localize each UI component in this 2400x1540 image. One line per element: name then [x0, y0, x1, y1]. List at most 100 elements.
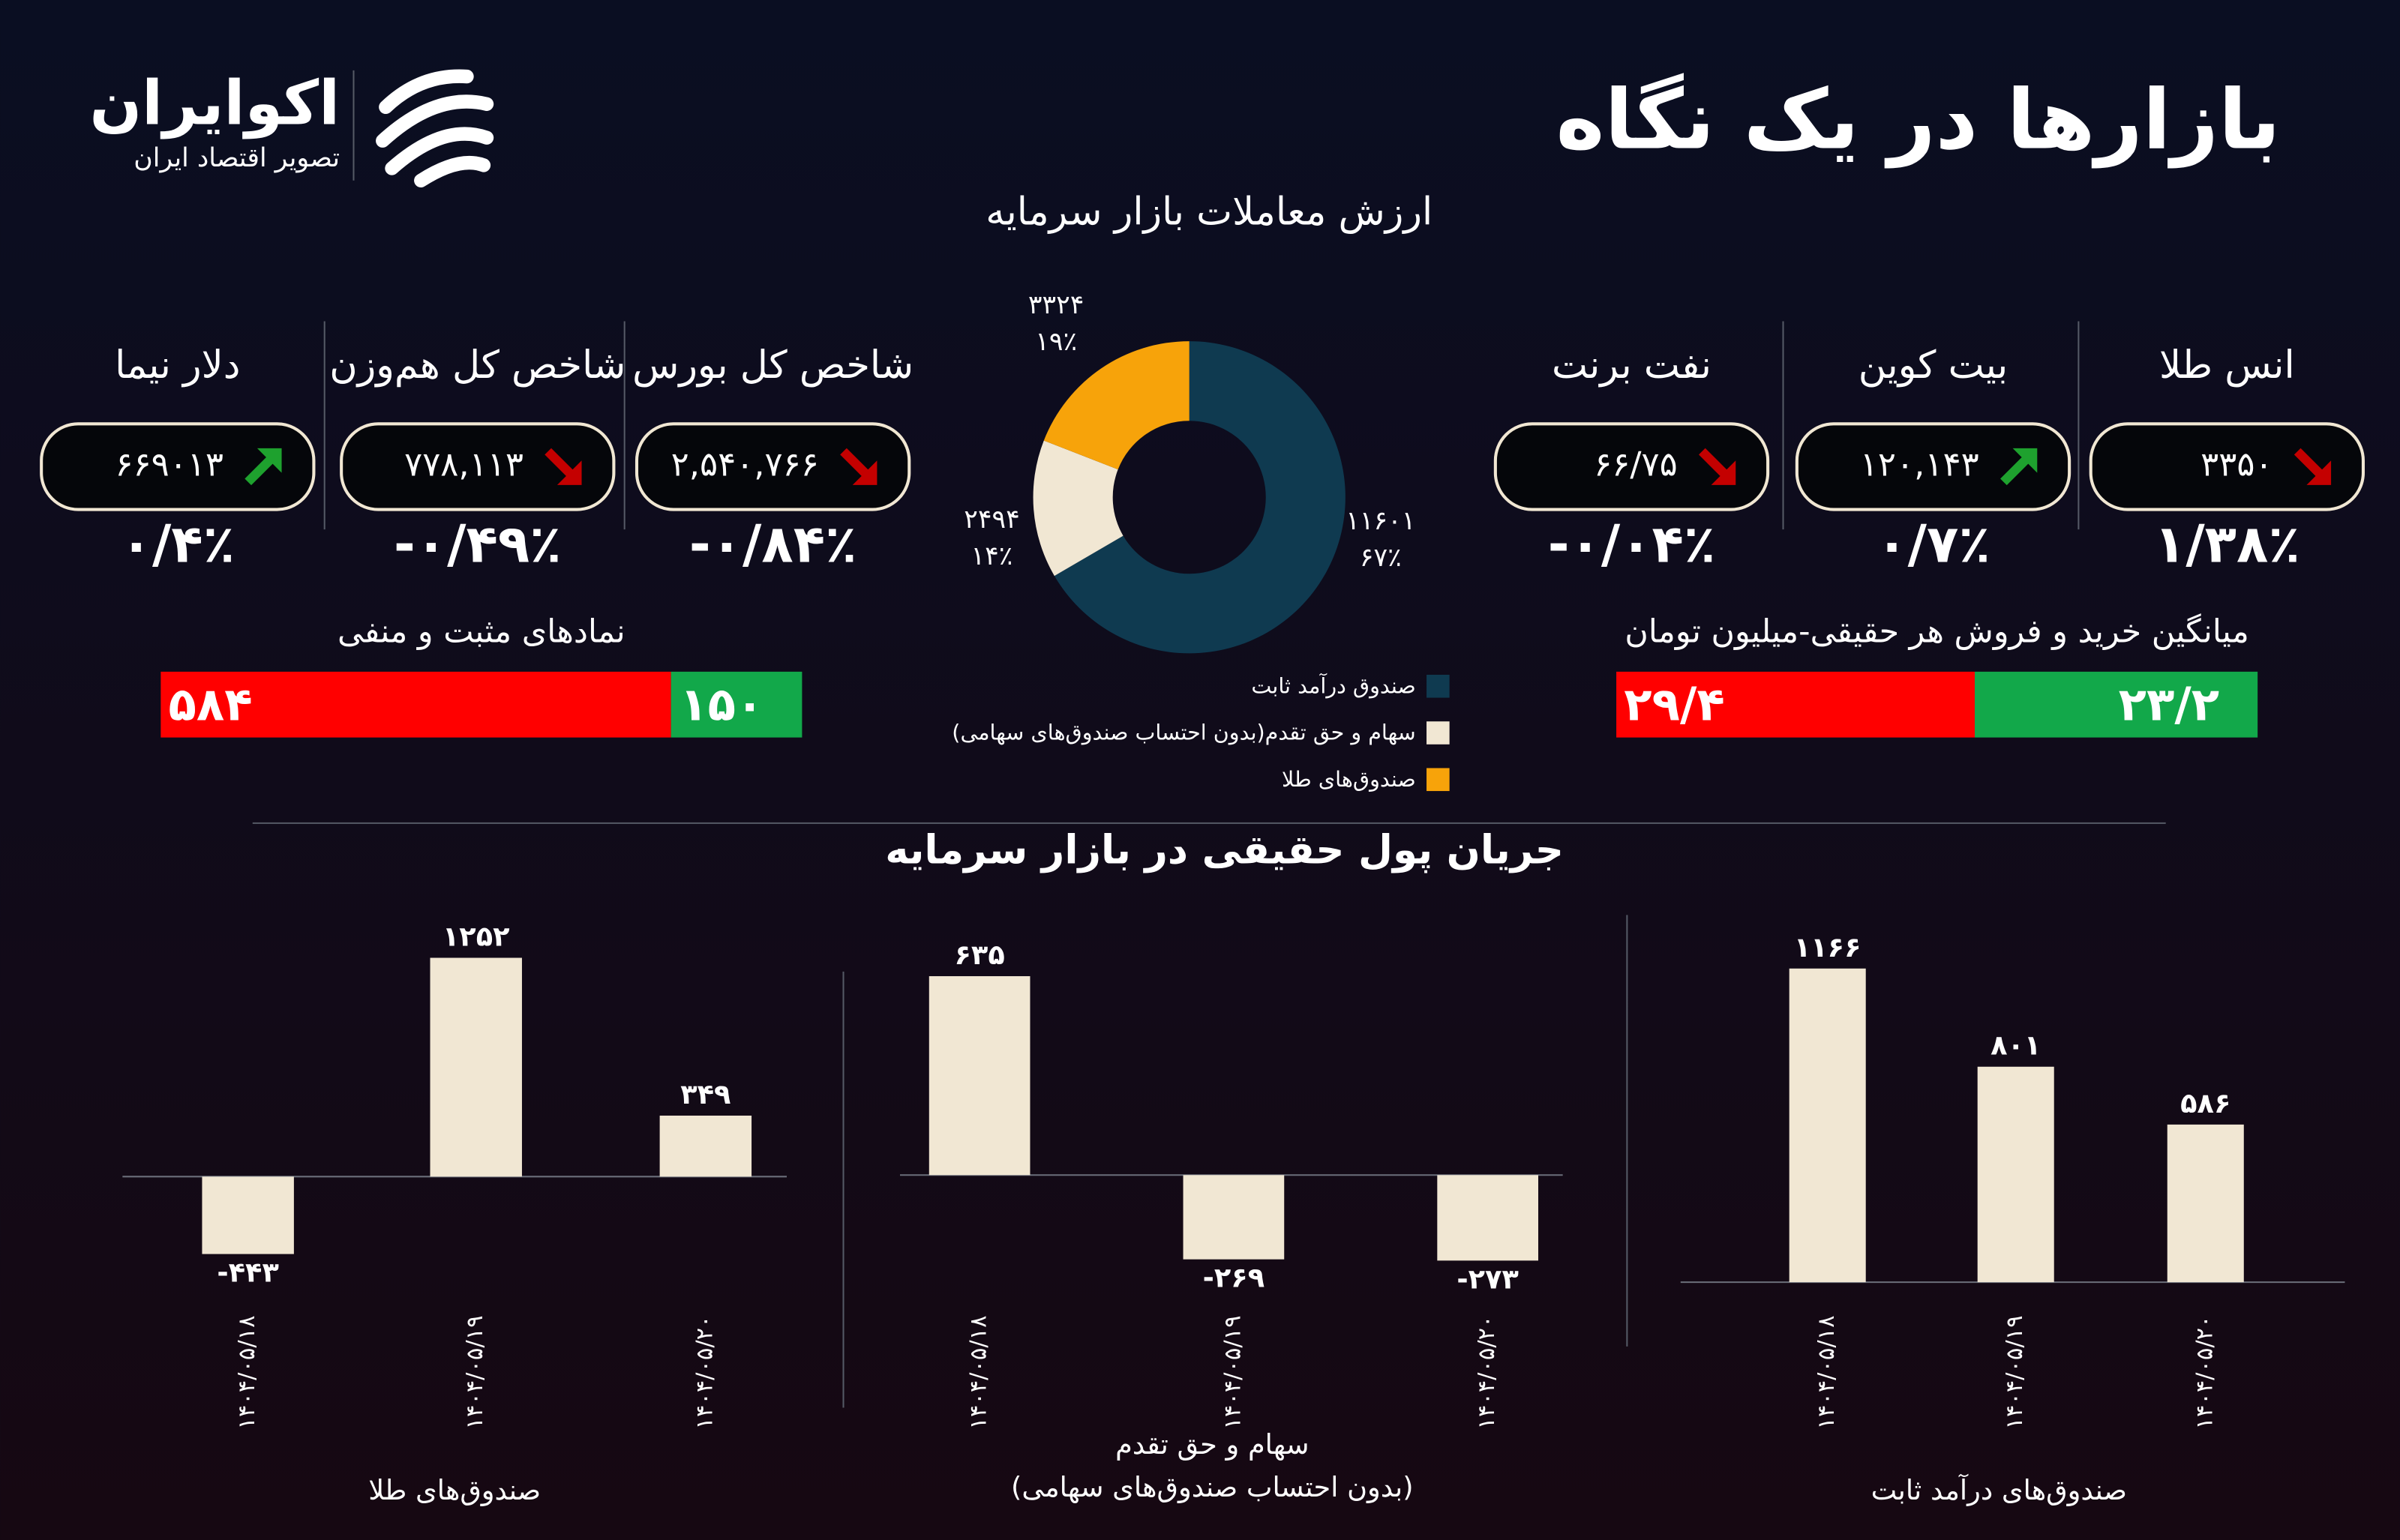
arrow-shaft [2000, 454, 2032, 486]
legend-label: صندوق درآمد ثابت [1251, 673, 1415, 698]
donut-slice [1054, 341, 1346, 654]
bar [202, 1176, 294, 1254]
bar [1977, 1066, 2054, 1283]
arrow-up-icon [2000, 448, 2038, 486]
arrow-head [556, 460, 582, 485]
bar [1183, 1175, 1285, 1260]
x-tick-label: ۱۴۰۴/۰۵/۱۹ [1220, 1315, 1246, 1429]
value-label: ۱۵۰ [680, 678, 764, 731]
bar [1437, 1175, 1539, 1261]
percent-label: ۶۷٪ [1360, 543, 1402, 573]
ticker-name: دلار نیما [115, 343, 240, 388]
ticker-change: -۰/۰۴٪ [1548, 515, 1716, 575]
bar [928, 975, 1030, 1176]
ticker-value: ۲,۵۴۰,۷۶۶ [671, 444, 819, 484]
arrow-head [1711, 460, 1736, 485]
arrow-head [2306, 460, 2332, 485]
chart-title: صندوق‌های درآمد ثابت [1871, 1473, 2127, 1506]
percent-label: ۱۴٪ [971, 541, 1013, 571]
value-label: ۵۸۶ [2180, 1087, 2230, 1119]
ticker-value: ۱۲۰,۱۴۳ [1860, 444, 1979, 484]
ticker-name: بیت کوین [1858, 343, 2008, 388]
value-label: ۲۳/۲ [2119, 678, 2219, 731]
bar-segment [160, 671, 671, 738]
value-label: -۲۶۹ [1203, 1262, 1264, 1294]
value-label: ۱۱۶۶ [1794, 931, 1862, 963]
arrow-shaft [1699, 448, 1730, 479]
x-tick-label: ۱۴۰۴/۰۵/۱۸ [1814, 1315, 1840, 1429]
arrow-down-icon [544, 448, 582, 485]
legend-label: سهام و حق تقدم(بدون احتساب صندوق‌های سها… [952, 720, 1415, 745]
ticker-card [40, 422, 316, 511]
logo-name: اکوایران [89, 67, 340, 139]
bar-segment [1975, 671, 2258, 738]
legend-swatch [1426, 721, 1450, 745]
arrow-down-icon [1699, 448, 1736, 485]
value-label: -۴۴۳ [217, 1257, 278, 1289]
arrow-up-icon [244, 448, 282, 486]
ticker-name: انس طلا [2159, 343, 2295, 388]
bar [430, 957, 522, 1177]
logo-mark [376, 69, 494, 187]
ticker-name: شاخص کل هم‌وزن [329, 343, 626, 388]
bar [659, 1115, 752, 1177]
x-tick-label: ۱۴۰۴/۰۵/۱۹ [462, 1315, 488, 1429]
value-label: ۲۹/۴ [1624, 678, 1724, 731]
chart-title: ارزش معاملات بازار سرمایه [986, 190, 1432, 235]
ticker-value: ۷۷۸,۱۱۳ [404, 444, 524, 484]
legend-label: صندوق‌های طلا [1282, 766, 1416, 792]
x-tick-label: ۱۴۰۴/۰۵/۱۹ [2002, 1315, 2028, 1429]
value-label: ۶۳۵ [955, 939, 1005, 971]
arrow-shaft [840, 448, 872, 479]
ticker-value: ۶۶۹۰۱۳ [115, 444, 224, 484]
chart-title: سهام و حق تقدم [1115, 1428, 1309, 1461]
arrow-head [2012, 448, 2038, 473]
arrow-down-icon [840, 448, 878, 485]
ticker-change: ۰/۷٪ [1876, 515, 1990, 575]
bar [2167, 1124, 2244, 1283]
x-tick-label: ۱۴۰۴/۰۵/۲۰ [1474, 1315, 1500, 1429]
arrow-down-icon [2294, 448, 2332, 485]
ticker-card [1795, 422, 2072, 511]
chart-title: نمادهای مثبت و منفی [338, 613, 626, 650]
legend-swatch [1426, 674, 1450, 698]
x-tick-label: ۱۴۰۴/۰۵/۲۰ [2192, 1315, 2218, 1429]
x-tick-label: ۱۴۰۴/۰۵/۱۸ [234, 1315, 260, 1429]
donut-slice [1043, 341, 1190, 470]
logo-tagline: تصویر اقتصاد ایران [134, 143, 340, 173]
ticker-value: ۶۶/۷۵ [1594, 444, 1678, 484]
value-label: ۱۱۶۰۱ [1346, 506, 1415, 536]
ticker-name: نفت برنت [1552, 343, 1712, 388]
donut-slice [1033, 440, 1124, 577]
value-label: ۵۸۴ [169, 678, 253, 731]
ticker-change: -۰/۸۴٪ [689, 515, 857, 575]
bar-segment [670, 671, 802, 738]
legend-swatch [1426, 768, 1450, 792]
value-label: ۱۲۵۲ [442, 920, 510, 952]
ticker-card [2089, 422, 2365, 511]
ticker-change: -۰/۴۹٪ [394, 515, 562, 575]
bar-segment [1616, 671, 1976, 738]
arrow-head [256, 448, 282, 473]
chart-subtitle: (بدون احتساب صندوق‌های سهامی) [1011, 1471, 1414, 1503]
ticker-value: ۳۳۵۰ [2200, 444, 2272, 484]
arrow-shaft [544, 448, 576, 479]
x-tick-label: ۱۴۰۴/۰۵/۱۸ [966, 1315, 992, 1429]
value-label: ۳۴۹ [680, 1078, 730, 1110]
value-label: ۲۴۹۴ [964, 505, 1020, 535]
arrow-head [852, 460, 878, 485]
ticker-card [634, 422, 911, 511]
value-label: ۳۳۲۴ [1028, 290, 1084, 320]
percent-label: ۱۹٪ [1035, 327, 1077, 357]
chart-title: میانگین خرید و فروش هر حقیقی-میلیون توما… [1624, 613, 2248, 650]
x-tick-label: ۱۴۰۴/۰۵/۲۰ [692, 1315, 718, 1429]
ticker-change: ۱/۳۸٪ [2154, 515, 2300, 575]
value-label: -۲۷۳ [1456, 1263, 1518, 1295]
arrow-shaft [244, 454, 276, 486]
page-title: بازارها در یک نگاه [1556, 72, 2280, 169]
value-label: ۸۰۱ [1990, 1029, 2041, 1062]
ticker-card [1493, 422, 1770, 511]
arrow-shaft [2294, 448, 2326, 479]
